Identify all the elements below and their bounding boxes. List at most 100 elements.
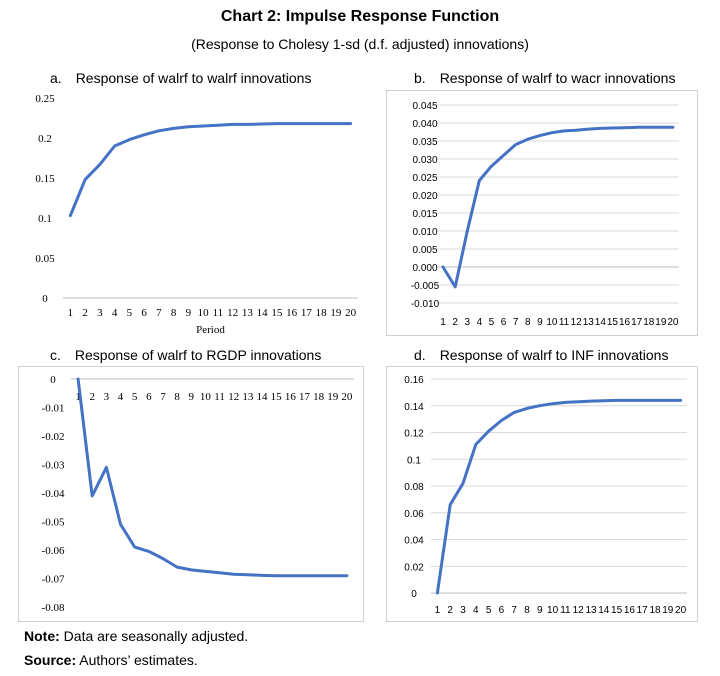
x-tick-label: 11 [560,605,571,616]
x-tick-label: 7 [156,307,162,319]
x-tick-label: 20 [675,605,687,616]
x-tick-label: 9 [537,605,543,616]
y-tick-label: -0.010 [411,299,440,310]
x-tick-label: 19 [327,391,339,403]
y-tick-label: 0 [42,293,48,305]
panel-b-label: b. [414,70,426,86]
x-tick-label: 6 [499,605,505,616]
y-tick-label: 0.035 [412,137,437,148]
y-tick-label: 0.14 [404,402,424,413]
y-tick-label: 0.12 [404,429,424,440]
series-line [76,377,349,578]
y-tick-label: 0.020 [412,191,437,202]
panel-b-svg: -0.010 -0.005 0.000 0.005 0.010 0.015 0.020 0.0… [411,101,679,328]
panel-d-title: Response of walrf to INF innovations [439,347,669,363]
y-tick-label: 0.16 [404,375,424,386]
panel-c-chart: -0.08 -0.07 -0.06 -0.05 -0.04 -0.03 -0.02 -0.01… [18,366,364,622]
panel-c-label: c. [50,347,61,363]
y-tick-label: 0.1 [38,213,52,225]
y-tick-label: 0.04 [404,536,424,547]
y-tick-label: 0.08 [404,482,424,493]
y-tick-label: -0.01 [42,403,65,415]
panel-a-heading: a. Response of walrf to walrf innovations [50,70,311,86]
x-tick-label: 8 [525,317,531,328]
y-tick-label: -0.005 [411,281,440,292]
x-tick-label: 10 [198,307,210,319]
x-tick-label: 16 [285,391,297,403]
x-tick-label: 7 [513,317,519,328]
y-tick-label: 0.010 [412,227,437,238]
y-tick-label: 0.025 [412,173,437,184]
panel-d-heading: d. Response of walrf to INF innovations [414,347,668,363]
x-tick-label: 5 [132,391,138,403]
x-tick-label: 7 [160,391,166,403]
x-tick-label: 18 [313,391,325,403]
panel-a-svg: 00.050.10.150.20.251 2 3 4 5 6 7 8 9 10 11 12 13 14 15… [35,93,358,336]
panel-d-label: d. [414,347,426,363]
x-tick-label: 14 [598,605,610,616]
x-tick-label: 2 [89,391,95,403]
source-line: Source: Authors’ estimates. [24,652,198,668]
panel-c-heading: c. Response of walrf to RGDP innovations [50,347,321,363]
note-label: Note: [24,628,60,644]
x-tick-label: 11 [214,391,225,403]
x-tick-label: 14 [257,307,269,319]
panel-d-svg: 00.020.040.060.080.10.120.140.161 2 3 4 5 6 7 8… [404,375,687,616]
x-tick-label: 15 [271,307,283,319]
x-tick-label: 10 [200,391,212,403]
series-line [435,398,683,595]
x-tick-label: 17 [637,605,649,616]
x-tick-label: 9 [189,391,195,403]
y-tick-label: -0.03 [42,460,65,472]
y-tick-label: 0.000 [412,263,437,274]
x-tick-label: 2 [82,307,88,319]
note-line: Note: Data are seasonally adjusted. [24,628,248,644]
x-tick-label: 13 [242,391,254,403]
x-tick-label: 11 [559,317,570,328]
x-tick-label: 16 [619,317,631,328]
x-tick-label: 12 [571,317,583,328]
x-tick-label: 2 [452,317,458,328]
x-tick-label: 8 [174,391,180,403]
x-tick-label: 19 [655,317,667,328]
y-tick-label: -0.02 [42,431,65,443]
x-tick-label: 5 [489,317,495,328]
series-line [441,125,675,289]
source-text: Authors’ estimates. [76,652,198,668]
x-tick-label: 5 [127,307,133,319]
x-tick-label: 9 [186,307,192,319]
x-tick-label: 8 [171,307,177,319]
series-line [68,122,353,218]
x-tick-label: 4 [473,605,479,616]
note-text: Data are seasonally adjusted. [59,628,249,644]
x-tick-label: 16 [286,307,298,319]
panel-a-chart: 0 0.05 0.1 0.15 0.2 0.25 1 2 3 4 5 6 7 8 9 10 11 12 13 14 15… [18,90,368,340]
x-tick-label: 20 [667,317,679,328]
panel-b-chart: -0.010 -0.005 0.000 0.005 0.010 0.015 0.020 0.0… [386,90,698,336]
x-tick-label: 17 [299,391,311,403]
panel-d-chart: 0 0.02 0.04 0.06 0.08 0.1 0.12 0.14 0.16 1 2 3 4 5 6 7 8… [386,366,698,622]
panel-a-label: a. [50,70,62,86]
panel-b-title: Response of walrf to wacr innovations [439,70,676,86]
x-tick-label: 12 [228,391,239,403]
x-tick-label: 19 [662,605,674,616]
x-tick-label: 2 [447,605,453,616]
x-tick-label: 17 [301,307,313,319]
y-tick-label: 0.1 [407,455,421,466]
y-tick-label: 0.05 [35,253,55,265]
x-tick-label: 8 [524,605,530,616]
x-tick-label: 6 [501,317,507,328]
y-tick-label: 0.15 [35,173,55,185]
y-tick-label: -0.07 [42,574,65,586]
x-axis-title: Period [196,324,225,336]
x-tick-label: 4 [112,307,118,319]
source-label: Source: [24,652,77,668]
x-tick-label: 4 [118,391,124,403]
x-tick-label: 6 [141,307,147,319]
panel-c-svg: -0.08 -0.07 -0.06 -0.05 -0.04 -0.03 -0.02 -0.01… [42,374,354,614]
chart-subtitle: (Response to Cholesy 1-sd (d.f. adjusted… [191,36,529,52]
y-tick-label: 0.25 [35,93,55,105]
y-tick-label: 0.045 [412,101,437,112]
x-tick-label: 13 [585,605,597,616]
panel-c-title: Response of walrf to RGDP innovations [74,347,322,363]
